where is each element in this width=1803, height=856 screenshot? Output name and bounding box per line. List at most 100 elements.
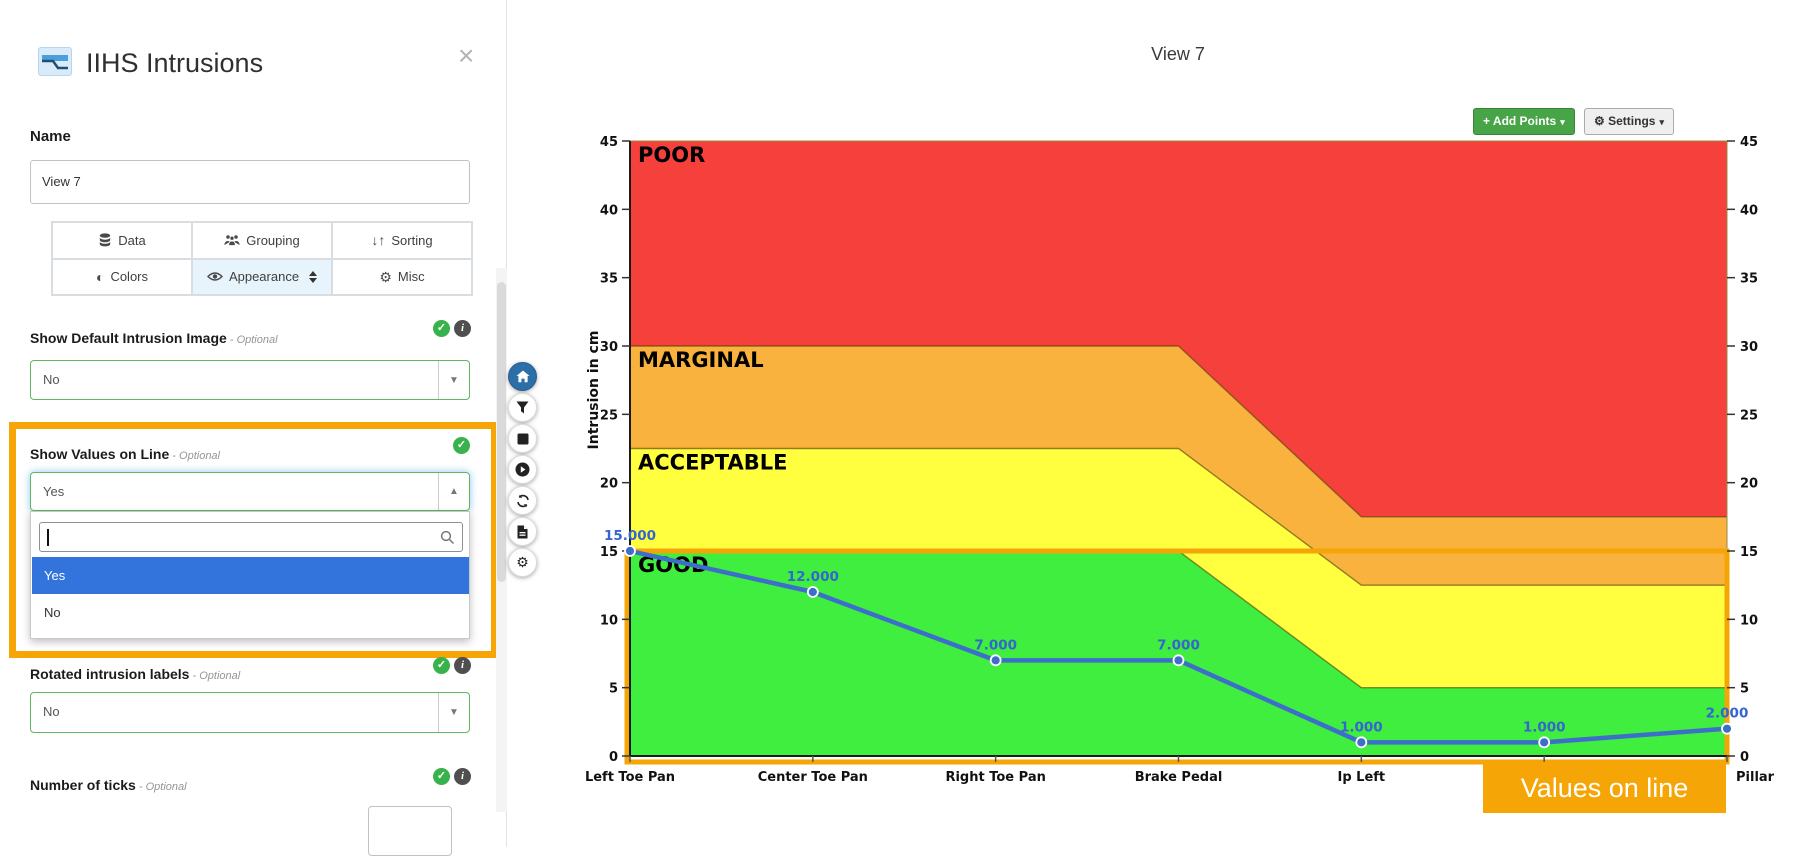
band-acceptable	[630, 448, 1727, 688]
band-label-poor: POOR	[638, 143, 705, 167]
data-point[interactable]	[989, 654, 1002, 667]
band-boundary	[630, 447, 1727, 586]
data-point[interactable]	[1172, 654, 1185, 667]
dropdown-search-input[interactable]	[39, 522, 463, 552]
band-label-marginal: MARGINAL	[638, 348, 764, 372]
show-default-intrusion-image-select[interactable]: No ▼	[30, 360, 470, 400]
y-tick-label: 5	[609, 682, 618, 697]
y-tick-label: 30	[1740, 340, 1758, 355]
values-highlight-rect	[624, 548, 1730, 765]
data-point[interactable]	[1538, 736, 1551, 749]
y-tick-label: 15	[1740, 545, 1758, 560]
filter-icon	[516, 401, 529, 414]
data-point-label: 12.000	[787, 569, 839, 585]
highlight-box	[9, 422, 498, 658]
info-icon[interactable]: i	[454, 320, 471, 337]
info-icon[interactable]: i	[454, 768, 471, 785]
filter-button[interactable]	[508, 393, 537, 422]
toolbar-settings-button[interactable]: ⚙	[508, 548, 537, 577]
chevron-down-icon: ▼	[438, 361, 469, 399]
y-tick-label: 25	[600, 408, 618, 423]
field-label-number-of-ticks: Number of ticks - Optional	[30, 777, 187, 793]
refresh-button[interactable]	[508, 486, 537, 515]
valid-check-icon: ✓	[433, 320, 450, 337]
tab-sorting[interactable]: ↓↑ Sorting	[332, 222, 472, 259]
data-point-label: 2.000	[1706, 706, 1749, 722]
text-cursor	[47, 529, 49, 546]
database-icon	[100, 233, 111, 247]
sort-arrows-icon: ↓↑	[371, 232, 386, 249]
data-point-label: 7.000	[974, 637, 1017, 653]
chevron-down-icon: ▾	[1560, 117, 1565, 127]
y-tick-label: 45	[600, 135, 618, 150]
data-point[interactable]	[806, 586, 819, 598]
y-tick-label: 35	[600, 272, 618, 287]
eye-icon	[206, 272, 223, 281]
y-tick-label: 0	[609, 750, 618, 765]
settings-button[interactable]: ⚙ Settings ▾	[1584, 108, 1674, 135]
data-point[interactable]	[1721, 722, 1733, 735]
y-tick-label: 20	[600, 477, 618, 492]
y-tick-label: 40	[600, 203, 618, 218]
tab-colors[interactable]: ◐ Colors	[52, 258, 192, 295]
tab-appearance[interactable]: Appearance	[192, 258, 332, 295]
tab-data[interactable]: Data	[52, 222, 192, 259]
contrast-icon: ◐	[95, 268, 105, 285]
gear-icon: ⚙	[1594, 114, 1605, 128]
dropdown-option-no[interactable]: No	[32, 594, 469, 631]
band-boundary	[630, 345, 1727, 518]
field-label-show-values-on-line: Show Values on Line - Optional	[30, 446, 220, 462]
home-button[interactable]	[508, 362, 537, 391]
data-point[interactable]	[624, 545, 636, 557]
y-tick-label: 15	[600, 545, 618, 560]
stop-button[interactable]	[508, 424, 537, 453]
field-label-show-default-intrusion-image: Show Default Intrusion Image - Optional	[30, 330, 278, 346]
settings-tabs: Data Grouping ↓↑ Sorting ◐ Colors Appear…	[51, 221, 473, 296]
y-tick-label: 40	[1740, 203, 1758, 218]
dropdown-panel: Yes No	[30, 511, 470, 639]
valid-check-icon: ✓	[453, 437, 470, 454]
number-of-ticks-input[interactable]	[368, 806, 452, 856]
x-tick-label: Brake Pedal	[1135, 770, 1223, 785]
people-icon	[224, 235, 240, 247]
search-icon	[440, 530, 455, 545]
dropdown-option-yes[interactable]: Yes	[32, 557, 469, 594]
close-icon[interactable]: ×	[458, 40, 475, 71]
x-tick-label: Left Toe Pan	[585, 770, 675, 785]
tab-grouping[interactable]: Grouping	[192, 222, 332, 259]
settings-panel: × IIHS Intrusions Name View 7 Data Group…	[0, 0, 507, 856]
band-label-acceptable: ACCEPTABLE	[638, 451, 788, 475]
chevron-up-icon: ▲	[438, 473, 469, 510]
gear-icon: ⚙	[379, 268, 392, 285]
intrusion-chart-icon	[38, 47, 72, 76]
show-values-on-line-select[interactable]: Yes ▲	[30, 472, 470, 511]
y-tick-label: 25	[1740, 408, 1758, 423]
values-on-line-callout: Values on line	[1483, 764, 1726, 813]
data-point[interactable]	[1355, 736, 1368, 749]
home-icon	[516, 370, 529, 383]
report-button[interactable]	[508, 517, 537, 546]
y-tick-label: 5	[1740, 682, 1749, 697]
chart-title: View 7	[1151, 44, 1205, 64]
band-marginal	[630, 346, 1727, 586]
data-point-label: 15.000	[604, 528, 656, 544]
band-good	[630, 551, 1727, 756]
stop-icon	[517, 433, 528, 444]
data-point-label: 1.000	[1340, 719, 1383, 735]
play-button[interactable]	[508, 455, 537, 484]
name-input[interactable]: View 7	[30, 160, 470, 204]
data-point-label: 7.000	[1157, 637, 1200, 653]
y-tick-label: 0	[1740, 750, 1749, 765]
scrollbar-thumb[interactable]	[497, 282, 506, 582]
chevron-down-icon: ▾	[1659, 117, 1664, 127]
y-tick-label: 20	[1740, 477, 1758, 492]
floating-toolbar: ⚙	[508, 362, 537, 577]
rotated-intrusion-labels-select[interactable]: No ▼	[30, 692, 470, 733]
add-points-button[interactable]: + Add Points ▾	[1473, 108, 1575, 135]
field-label-rotated-intrusion-labels: Rotated intrusion labels - Optional	[30, 666, 241, 682]
play-icon	[515, 462, 530, 477]
tab-misc[interactable]: ⚙ Misc	[332, 258, 472, 295]
gear-icon: ⚙	[516, 554, 529, 570]
info-icon[interactable]: i	[454, 657, 471, 674]
